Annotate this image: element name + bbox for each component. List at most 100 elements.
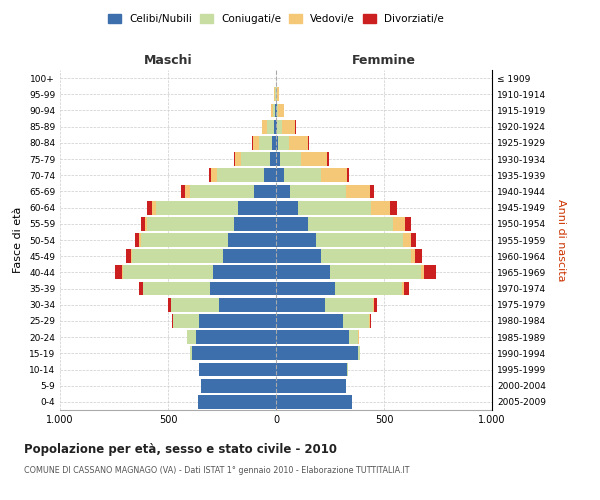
Bar <box>328 152 329 166</box>
Bar <box>133 250 223 263</box>
Bar <box>234 217 276 230</box>
Bar <box>276 346 358 360</box>
Bar <box>276 250 322 263</box>
Bar <box>276 152 280 166</box>
Bar <box>143 282 210 296</box>
Bar <box>369 314 370 328</box>
Bar <box>214 266 276 280</box>
Bar <box>272 136 276 149</box>
Text: COMUNE DI CASSANO MAGNAGO (VA) - Dati ISTAT 1° gennaio 2010 - Elaborazione TUTTI: COMUNE DI CASSANO MAGNAGO (VA) - Dati IS… <box>24 466 409 475</box>
Y-axis label: Fasce di età: Fasce di età <box>13 207 23 273</box>
Bar <box>278 136 289 149</box>
Bar <box>275 104 276 118</box>
Bar <box>308 217 392 230</box>
Bar <box>276 184 290 198</box>
Bar <box>168 298 171 312</box>
Bar <box>322 250 411 263</box>
Bar <box>238 200 276 214</box>
Bar <box>115 266 122 280</box>
Bar <box>196 330 276 344</box>
Bar <box>219 298 276 312</box>
Bar <box>264 168 276 182</box>
Bar <box>210 282 276 296</box>
Y-axis label: Anni di nascita: Anni di nascita <box>556 198 566 281</box>
Bar <box>277 88 279 101</box>
Bar <box>346 184 370 198</box>
Bar <box>202 379 276 392</box>
Bar <box>274 120 276 134</box>
Bar <box>152 200 156 214</box>
Bar <box>276 362 347 376</box>
Bar <box>424 266 436 280</box>
Bar <box>415 250 422 263</box>
Bar <box>330 266 421 280</box>
Bar <box>262 120 267 134</box>
Bar <box>147 200 152 214</box>
Bar <box>156 200 238 214</box>
Legend: Celibi/Nubili, Coniugati/e, Vedovi/e, Divorziati/e: Celibi/Nubili, Coniugati/e, Vedovi/e, Di… <box>104 10 448 29</box>
Bar <box>271 104 273 118</box>
Bar <box>284 168 322 182</box>
Bar <box>301 152 328 166</box>
Bar <box>347 168 349 182</box>
Bar <box>185 184 190 198</box>
Bar <box>276 314 343 328</box>
Bar <box>276 120 277 134</box>
Text: Popolazione per età, sesso e stato civile - 2010: Popolazione per età, sesso e stato civil… <box>24 442 337 456</box>
Bar <box>126 250 131 263</box>
Bar <box>371 200 391 214</box>
Bar <box>370 184 374 198</box>
Bar <box>131 250 133 263</box>
Bar <box>235 152 241 166</box>
Bar <box>141 233 229 247</box>
Bar <box>403 282 404 296</box>
Bar <box>276 330 349 344</box>
Bar <box>283 120 295 134</box>
Bar <box>192 346 276 360</box>
Bar <box>374 298 377 312</box>
Bar <box>276 104 277 118</box>
Text: Femmine: Femmine <box>352 54 416 67</box>
Bar <box>391 200 397 214</box>
Bar <box>211 168 217 182</box>
Bar <box>209 168 211 182</box>
Bar <box>198 395 276 409</box>
Bar <box>122 266 214 280</box>
Bar <box>411 233 416 247</box>
Bar <box>181 184 185 198</box>
Bar <box>253 136 259 149</box>
Bar <box>335 282 403 296</box>
Bar <box>276 298 325 312</box>
Bar <box>140 217 145 230</box>
Bar <box>145 217 148 230</box>
Bar <box>421 266 424 280</box>
Bar <box>252 136 253 149</box>
Bar <box>278 104 284 118</box>
Bar <box>308 136 310 149</box>
Bar <box>199 314 276 328</box>
Bar <box>276 200 298 214</box>
Bar <box>276 217 308 230</box>
Text: Maschi: Maschi <box>143 54 193 67</box>
Bar <box>276 168 284 182</box>
Bar <box>187 330 196 344</box>
Bar <box>349 330 358 344</box>
Bar <box>259 136 272 149</box>
Bar <box>298 200 371 214</box>
Bar <box>139 233 141 247</box>
Bar <box>358 346 360 360</box>
Bar <box>276 282 335 296</box>
Bar <box>411 250 415 263</box>
Bar <box>135 233 139 247</box>
Bar <box>322 168 347 182</box>
Bar <box>148 217 234 230</box>
Bar <box>190 184 254 198</box>
Bar <box>172 314 173 328</box>
Bar <box>404 282 409 296</box>
Bar <box>277 104 278 118</box>
Bar <box>404 217 410 230</box>
Bar <box>241 152 269 166</box>
Bar <box>290 184 346 198</box>
Bar <box>276 136 278 149</box>
Bar <box>316 233 403 247</box>
